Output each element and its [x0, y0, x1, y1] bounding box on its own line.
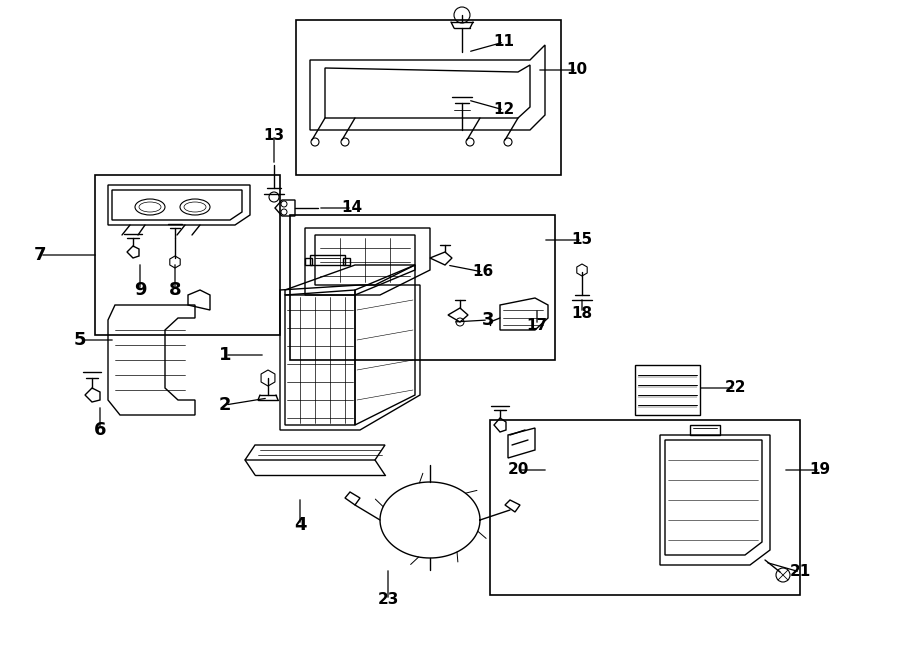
Text: 22: 22	[724, 381, 746, 395]
Bar	[290, 215, 555, 360]
Text: 5: 5	[74, 331, 86, 349]
Text: 14: 14	[341, 200, 363, 215]
Text: 12: 12	[493, 102, 515, 118]
Text: 10: 10	[566, 63, 588, 77]
Text: 16: 16	[472, 264, 493, 280]
Text: 6: 6	[94, 421, 106, 439]
Text: 18: 18	[572, 305, 592, 321]
Text: 7: 7	[34, 246, 46, 264]
Text: 15: 15	[572, 233, 592, 247]
Text: 20: 20	[508, 463, 528, 477]
Text: 9: 9	[134, 281, 146, 299]
Text: 4: 4	[293, 516, 306, 534]
Bar	[490, 420, 800, 595]
Text: 11: 11	[493, 34, 515, 50]
Text: 21: 21	[789, 564, 811, 580]
Text: 2: 2	[219, 396, 231, 414]
Text: 19: 19	[809, 463, 831, 477]
Text: 1: 1	[219, 346, 231, 364]
Text: 23: 23	[377, 592, 399, 607]
Text: 8: 8	[168, 281, 181, 299]
Text: 13: 13	[264, 128, 284, 143]
Bar	[296, 20, 561, 175]
Text: 3: 3	[482, 311, 494, 329]
Bar	[95, 175, 280, 335]
Text: 17: 17	[526, 317, 547, 332]
